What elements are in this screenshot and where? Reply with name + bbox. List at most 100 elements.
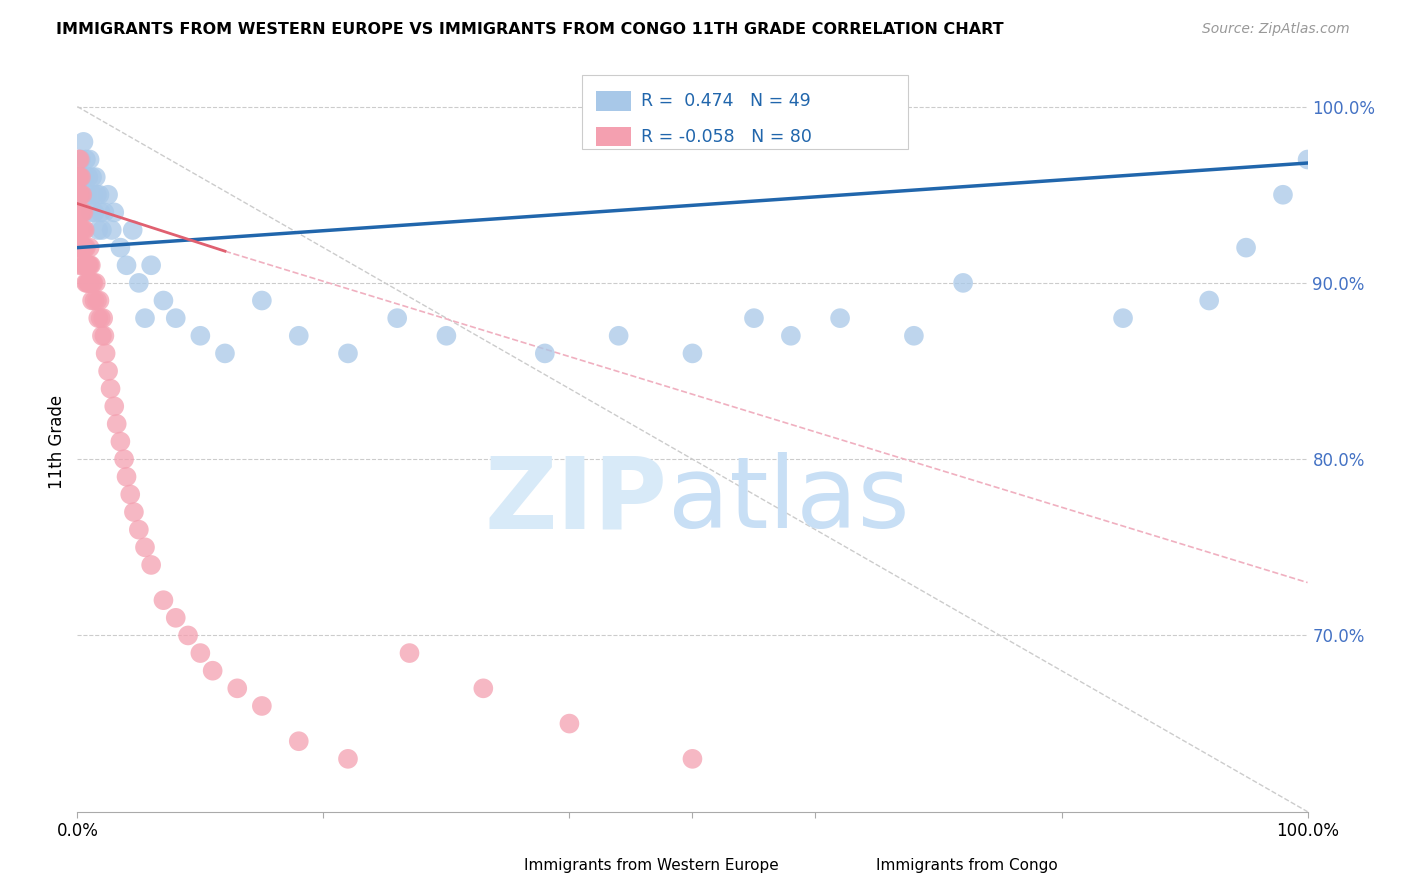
Point bbox=[90, 311, 112, 326]
Point bbox=[67, 205, 90, 219]
Point bbox=[75, 276, 97, 290]
Bar bbox=[596, 91, 631, 111]
Point bbox=[141, 558, 163, 572]
Point bbox=[70, 241, 93, 255]
Text: R = -0.058   N = 80: R = -0.058 N = 80 bbox=[641, 128, 811, 145]
Point bbox=[79, 258, 101, 272]
Point bbox=[165, 311, 187, 326]
Point bbox=[70, 205, 93, 219]
Point bbox=[84, 170, 107, 185]
Point bbox=[75, 241, 97, 255]
Point bbox=[67, 153, 90, 167]
Point bbox=[72, 135, 94, 149]
Point bbox=[97, 364, 120, 378]
Point bbox=[69, 258, 91, 272]
Point bbox=[90, 328, 114, 343]
Point bbox=[122, 505, 145, 519]
Point bbox=[87, 311, 110, 326]
Text: IMMIGRANTS FROM WESTERN EUROPE VS IMMIGRANTS FROM CONGO 11TH GRADE CORRELATION C: IMMIGRANTS FROM WESTERN EUROPE VS IMMIGR… bbox=[56, 22, 1004, 37]
Point bbox=[1198, 293, 1220, 308]
Point bbox=[67, 170, 90, 185]
Point bbox=[87, 223, 110, 237]
Point bbox=[77, 170, 100, 185]
Point bbox=[69, 170, 91, 185]
Point bbox=[141, 258, 163, 272]
Point bbox=[250, 293, 273, 308]
Point bbox=[82, 293, 104, 308]
Point bbox=[73, 241, 96, 255]
Point bbox=[72, 241, 94, 255]
Point bbox=[67, 205, 90, 219]
Point bbox=[190, 328, 212, 343]
Point bbox=[120, 487, 142, 501]
Point bbox=[152, 293, 174, 308]
Point bbox=[79, 276, 101, 290]
Point bbox=[1112, 311, 1135, 326]
Point bbox=[436, 328, 458, 343]
Point bbox=[83, 205, 105, 219]
Text: Immigrants from Congo: Immigrants from Congo bbox=[876, 858, 1057, 872]
Point bbox=[1234, 241, 1257, 255]
Point bbox=[112, 452, 135, 467]
Bar bbox=[492, 858, 517, 874]
Point bbox=[682, 752, 704, 766]
Point bbox=[165, 611, 187, 625]
Y-axis label: 11th Grade: 11th Grade bbox=[48, 394, 66, 489]
Point bbox=[93, 328, 115, 343]
Point bbox=[70, 170, 93, 185]
Point bbox=[100, 382, 122, 396]
Point bbox=[76, 258, 98, 272]
Point bbox=[72, 223, 94, 237]
Point bbox=[80, 258, 103, 272]
Point bbox=[76, 187, 98, 202]
Point bbox=[780, 328, 803, 343]
Point bbox=[89, 293, 111, 308]
Point bbox=[91, 311, 114, 326]
Point bbox=[115, 470, 138, 484]
Point bbox=[86, 293, 108, 308]
Point bbox=[86, 187, 108, 202]
Point bbox=[70, 153, 93, 167]
Text: R =  0.474   N = 49: R = 0.474 N = 49 bbox=[641, 92, 810, 110]
Point bbox=[387, 311, 409, 326]
Point bbox=[398, 646, 420, 660]
Point bbox=[73, 223, 96, 237]
Point bbox=[82, 276, 104, 290]
Point bbox=[79, 153, 101, 167]
Point bbox=[90, 223, 114, 237]
Point bbox=[70, 223, 93, 237]
Point bbox=[288, 328, 311, 343]
Point bbox=[110, 241, 132, 255]
Point bbox=[115, 258, 138, 272]
Point bbox=[607, 328, 630, 343]
Point bbox=[76, 276, 98, 290]
Point bbox=[952, 276, 974, 290]
Point bbox=[128, 276, 150, 290]
Point bbox=[94, 346, 117, 360]
Point bbox=[90, 205, 112, 219]
Point bbox=[69, 241, 91, 255]
Point bbox=[67, 187, 90, 202]
Point bbox=[472, 681, 495, 696]
Point bbox=[89, 187, 111, 202]
Text: ZIP: ZIP bbox=[485, 452, 668, 549]
Point bbox=[67, 170, 90, 185]
Point bbox=[337, 752, 360, 766]
Point bbox=[190, 646, 212, 660]
Point bbox=[83, 293, 105, 308]
Point bbox=[105, 417, 128, 431]
Point bbox=[201, 664, 224, 678]
Point bbox=[69, 223, 91, 237]
Point bbox=[1272, 187, 1295, 202]
Point bbox=[534, 346, 557, 360]
Point bbox=[101, 223, 124, 237]
Point bbox=[121, 223, 143, 237]
Point bbox=[73, 258, 96, 272]
Point bbox=[134, 311, 156, 326]
Point bbox=[97, 187, 120, 202]
Point bbox=[1296, 153, 1319, 167]
Point bbox=[82, 276, 104, 290]
Point bbox=[69, 187, 91, 202]
Point bbox=[80, 205, 103, 219]
Text: atlas: atlas bbox=[668, 452, 910, 549]
